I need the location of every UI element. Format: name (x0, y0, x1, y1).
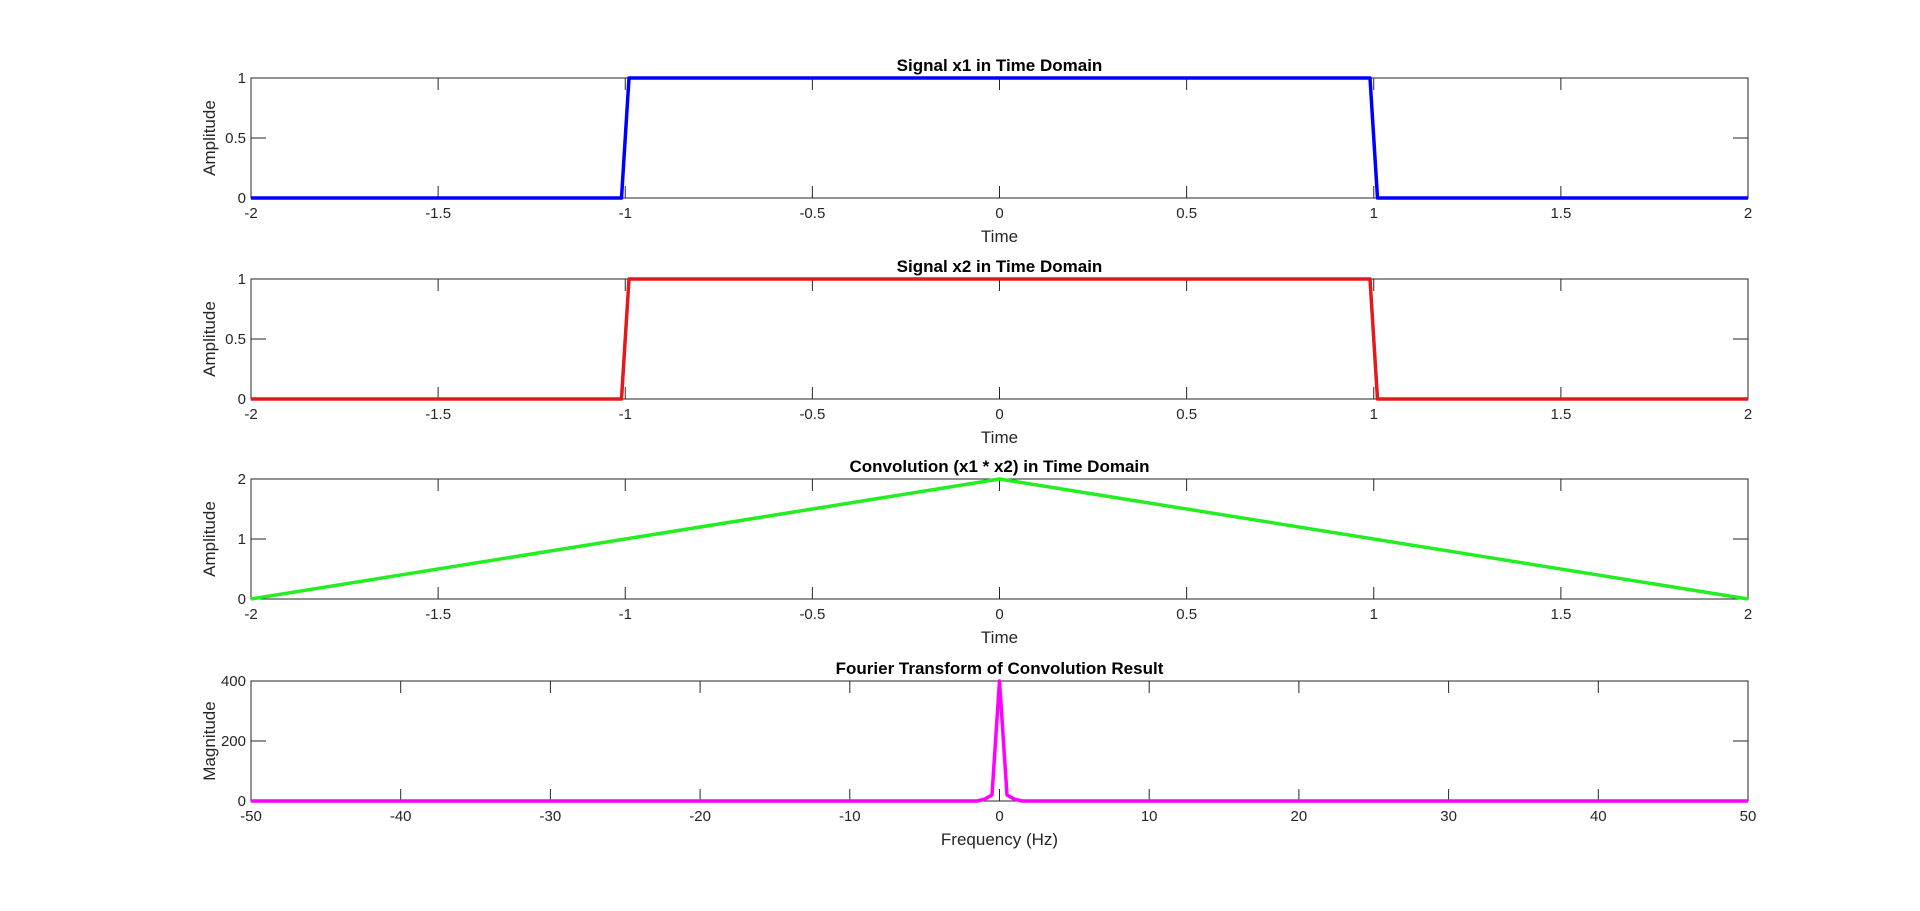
x-tick-label: -30 (540, 808, 562, 825)
x-tick-label: 0.5 (1176, 205, 1197, 222)
y-tick-label: 0.5 (225, 331, 246, 348)
chart-4: -50 -40 -30 -20 -10 0 10 20 30 40 50 0 200 400 Fourier… (200, 659, 1756, 849)
x-tick-label: -1 (619, 606, 632, 623)
x-axis-label: Time (981, 227, 1018, 246)
x-tick-label: 0 (995, 606, 1003, 623)
x-tick-label: 0.5 (1176, 606, 1197, 623)
y-axis-label: Magnitude (200, 701, 219, 780)
chart-title: Fourier Transform of Convolution Result (836, 659, 1164, 678)
y-tick-label: 0 (238, 391, 246, 408)
axes-box (250, 77, 1749, 199)
y-axis-label: Amplitude (200, 501, 219, 577)
chart-title: Signal x1 in Time Domain (897, 56, 1103, 75)
x-tick-label: -2 (244, 406, 257, 423)
x-tick-label: -1 (619, 406, 632, 423)
axes-box (250, 478, 1749, 600)
x-tick-label: 10 (1141, 808, 1158, 825)
x-tick-label: 1 (1370, 205, 1378, 222)
x-tick-label: 20 (1291, 808, 1308, 825)
y-tick-label: 0 (238, 591, 246, 608)
y-tick-label: 2 (238, 471, 246, 488)
x-tick-label: 2 (1744, 406, 1752, 423)
x-tick-label: -0.5 (799, 406, 825, 423)
series-line (251, 76, 1748, 200)
x-tick-label: -1.5 (425, 205, 451, 222)
series-line (251, 277, 1748, 401)
x-axis-label: Time (981, 428, 1018, 447)
series-line (250, 477, 1749, 601)
x-tick-label: 2 (1744, 205, 1752, 222)
y-tick-label: 400 (221, 673, 246, 690)
chart-1: -2 -1.5 -1 -0.5 0 0.5 1 1.5 2 0 0.5 1 Signal x1 in T… (200, 56, 1752, 246)
x-tick-label: 1 (1370, 406, 1378, 423)
chart-title: Convolution (x1 * x2) in Time Domain (849, 457, 1149, 476)
y-axis-label: Amplitude (200, 301, 219, 377)
x-tick-label: -1 (619, 205, 632, 222)
x-tick-label: -20 (689, 808, 711, 825)
x-tick-label: 0 (995, 205, 1003, 222)
x-tick-label: 1 (1370, 606, 1378, 623)
x-tick-label: -0.5 (799, 606, 825, 623)
chart-3: -2 -1.5 -1 -0.5 0 0.5 1 1.5 2 0 1 2 Convolution (x1 … (200, 457, 1752, 647)
chart-title: Signal x2 in Time Domain (897, 257, 1103, 276)
x-tick-label: -0.5 (799, 205, 825, 222)
y-tick-label: 1 (238, 70, 246, 87)
y-tick-label: 200 (221, 733, 246, 750)
x-tick-label: -10 (839, 808, 861, 825)
x-tick-label: 0 (995, 406, 1003, 423)
x-tick-label: -2 (244, 606, 257, 623)
x-tick-label: 2 (1744, 606, 1752, 623)
axes-box (250, 278, 1749, 400)
x-tick-label: 30 (1440, 808, 1457, 825)
y-tick-label: 0 (238, 190, 246, 207)
x-tick-label: 0 (995, 808, 1003, 825)
x-tick-label: 0.5 (1176, 406, 1197, 423)
x-tick-label: 50 (1740, 808, 1757, 825)
x-axis-label: Time (981, 628, 1018, 647)
x-tick-label: 40 (1590, 808, 1607, 825)
y-tick-label: 1 (238, 271, 246, 288)
x-tick-label: -50 (240, 808, 262, 825)
chart-2: -2 -1.5 -1 -0.5 0 0.5 1 1.5 2 0 0.5 1 Signal x2 in T… (200, 257, 1752, 447)
x-tick-label: 1.5 (1550, 205, 1571, 222)
y-tick-label: 0 (238, 793, 246, 810)
series-line (251, 679, 1748, 803)
x-axis-label: Frequency (Hz) (941, 830, 1058, 849)
y-tick-label: 1 (238, 531, 246, 548)
x-tick-label: -1.5 (425, 606, 451, 623)
x-tick-label: -2 (244, 205, 257, 222)
x-tick-label: -1.5 (425, 406, 451, 423)
x-tick-label: 1.5 (1550, 406, 1571, 423)
x-tick-label: -40 (390, 808, 412, 825)
y-tick-label: 0.5 (225, 130, 246, 147)
x-tick-label: 1.5 (1550, 606, 1571, 623)
y-axis-label: Amplitude (200, 100, 219, 176)
